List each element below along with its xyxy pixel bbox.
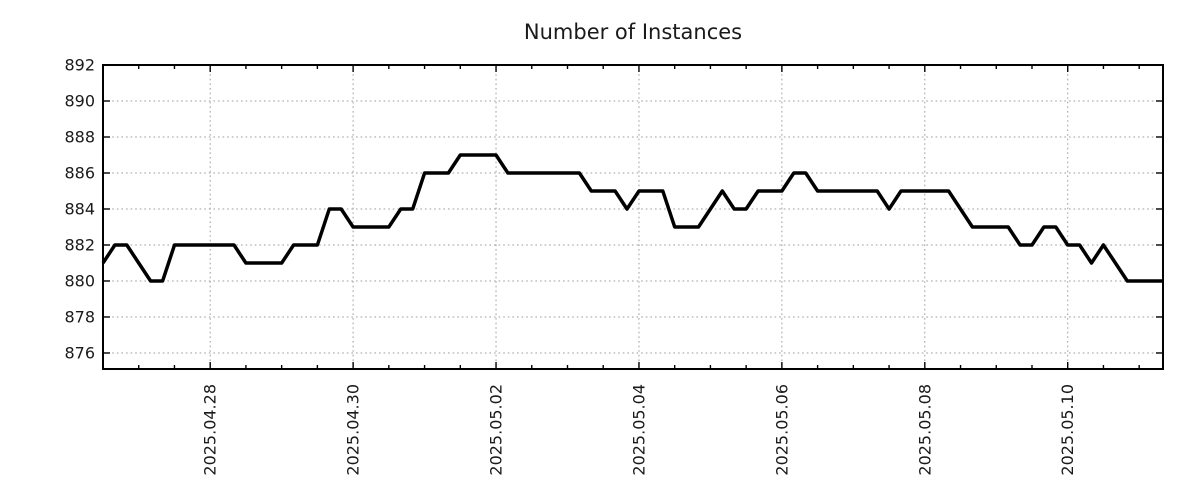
grid-layer <box>103 64 1163 369</box>
y-tick-label: 886 <box>64 163 95 182</box>
y-tick-label: 880 <box>64 271 95 290</box>
x-tick-label: 2025.05.04 <box>629 384 648 476</box>
y-tick-label: 882 <box>64 235 95 254</box>
y-tick-label: 878 <box>64 307 95 326</box>
x-tick-label: 2025.05.02 <box>487 384 506 476</box>
axis-labels-layer: 876 878 880 882 884 886 888 890 892 2025.04.28 202… <box>64 56 1077 476</box>
x-tick-label: 2025.05.06 <box>772 384 791 476</box>
series-layer <box>101 153 1163 283</box>
plot-border <box>102 64 1164 370</box>
tick-layer <box>103 64 1163 369</box>
instances-series-line <box>101 153 1163 283</box>
y-tick-label: 884 <box>64 199 95 218</box>
y-tick-label: 890 <box>64 91 95 110</box>
x-tick-label: 2025.04.28 <box>201 384 220 476</box>
y-tick-label: 892 <box>64 56 95 75</box>
y-tick-label: 888 <box>64 127 95 146</box>
x-tick-label: 2025.05.10 <box>1058 384 1077 476</box>
x-tick-label: 2025.04.30 <box>344 384 363 476</box>
x-tick-label: 2025.05.08 <box>915 384 934 476</box>
y-tick-label: 876 <box>64 343 95 362</box>
chart-title: Number of Instances <box>524 20 742 44</box>
